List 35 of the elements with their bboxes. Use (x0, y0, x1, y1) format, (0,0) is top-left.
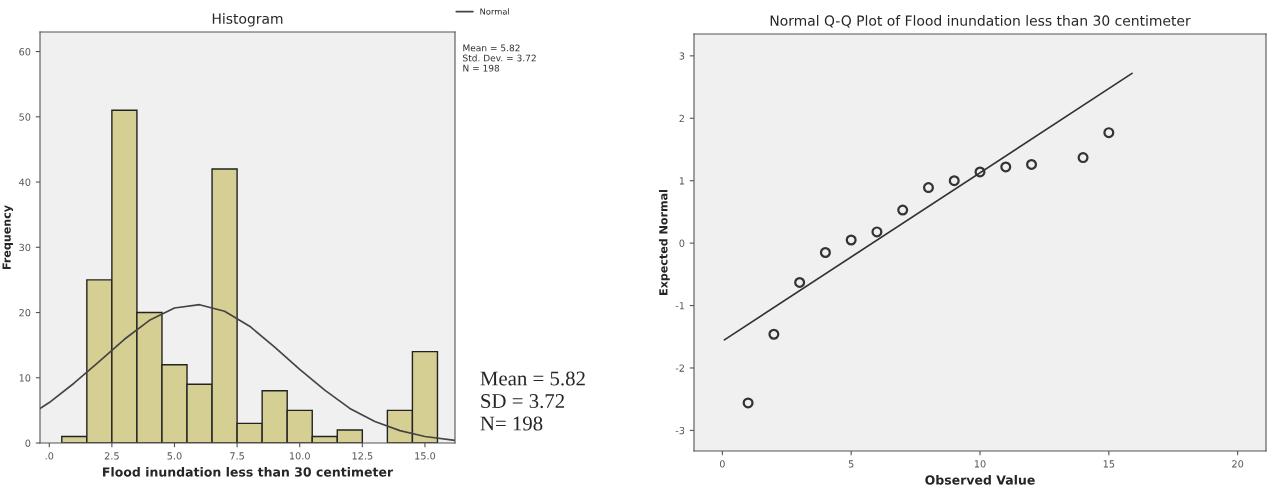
y-tick-label: 0 (679, 239, 685, 247)
y-tick-label: 2 (679, 114, 684, 122)
y-tick-label: 10 (19, 374, 31, 382)
y-tick-label: -2 (675, 364, 684, 372)
y-tick-label: 40 (19, 178, 31, 186)
x-tick-label: 7.5 (230, 452, 244, 460)
x-tick-label: 5 (848, 460, 854, 468)
text: Mean = 5.82 Std. Dev. = 3.72 N = 198 (463, 44, 536, 72)
x-tick-label: 15.0 (415, 452, 436, 460)
x-tick-label: 5.0 (167, 452, 182, 460)
x-tick-label: 2.5 (104, 452, 119, 460)
legend-label: Normal (480, 8, 509, 15)
x-tick-label: 15 (1103, 460, 1115, 468)
x-tick-label: 10 (974, 460, 986, 468)
x-tick-label: 0 (719, 460, 725, 468)
y-tick-label: 30 (19, 243, 31, 252)
y-tick-label: 0 (25, 439, 31, 447)
x-tick-label: 10.0 (289, 452, 310, 460)
y-tick-label: 60 (19, 48, 31, 56)
x-axis-title: Observed Value (925, 474, 1035, 485)
x-tick-label: 20 (1232, 460, 1244, 468)
y-tick-label: -3 (675, 426, 685, 435)
chart-title: Histogram (212, 13, 283, 27)
y-tick-label: 50 (19, 113, 31, 121)
x-tick-label: 12.5 (352, 452, 373, 460)
y-axis-title: Frequency (2, 205, 14, 269)
x-axis-title: Flood inundation less than 30 centimeter (103, 466, 394, 477)
y-tick-label: 1 (679, 177, 685, 185)
y-axis-title: Expected Normal (658, 190, 670, 295)
text: Mean = 5.82 SD = 3.72 N= 198 (480, 371, 585, 431)
y-tick-label: -1 (675, 302, 685, 310)
y-tick-label: 20 (19, 309, 31, 317)
x-tick-label: .0 (45, 452, 54, 460)
y-tick-label: 3 (679, 52, 685, 60)
chart-title: Normal Q-Q Plot of Flood inundation less than 30 centimeter (770, 15, 1191, 28)
